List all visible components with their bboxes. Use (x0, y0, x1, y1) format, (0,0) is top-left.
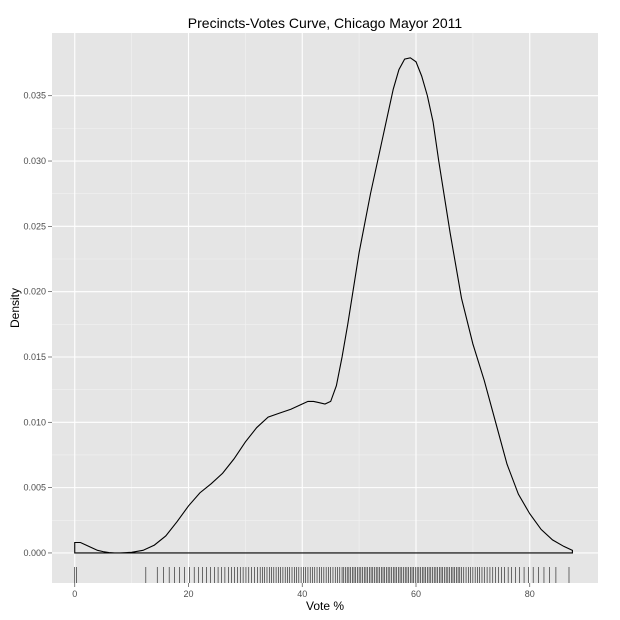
y-tick-label: 0.025 (23, 221, 46, 231)
x-tick-label: 80 (525, 589, 535, 599)
x-axis-label: Vote % (306, 599, 344, 613)
y-tick-label: 0.010 (23, 417, 46, 427)
y-axis: 0.000 0.005 0.010 0.015 0.020 0.025 0.030 0.035 (23, 91, 52, 558)
y-axis-label: Density (8, 288, 22, 328)
x-tick-label: 60 (411, 589, 421, 599)
y-tick-label: 0.000 (23, 548, 46, 558)
x-tick-label: 0 (72, 589, 77, 599)
minor-gridlines (52, 33, 598, 583)
x-tick-label: 20 (183, 589, 193, 599)
x-tick-label: 40 (297, 589, 307, 599)
y-tick-label: 0.030 (23, 156, 46, 166)
chart-title: Precincts-Votes Curve, Chicago Mayor 201… (188, 15, 463, 31)
y-tick-label: 0.005 (23, 483, 46, 493)
y-tick-label: 0.020 (23, 287, 46, 297)
x-axis: 0 20 40 60 80 (72, 583, 535, 599)
density-curve (74, 57, 573, 554)
rug-ticks (74, 567, 570, 583)
plot-panel (52, 33, 598, 583)
y-tick-label: 0.035 (23, 91, 46, 101)
y-tick-label: 0.015 (23, 352, 46, 362)
